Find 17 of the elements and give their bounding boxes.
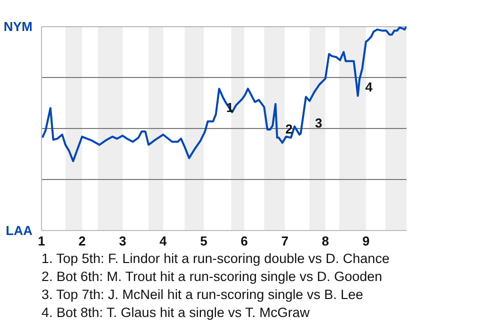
annotation: 3 [315,115,322,130]
text: 3. Top 7th: J. McNeil hit a run-scoring single vs B. Lee [42,287,364,302]
x-tick-label: 2 [78,234,86,248]
x-tick-label: 3 [118,234,126,248]
x-tick-label: 5 [200,234,208,248]
text: NYM [4,19,32,34]
annotation: 4 [365,80,374,95]
x-tick-label: 6 [240,234,248,248]
x-tick-label: 9 [362,234,370,248]
x-tick-label: 7 [281,234,288,248]
x-tick-label: 4 [160,234,168,248]
text: 4. Bot 8th: T. Glaus hit a single vs T. McGraw [42,305,310,320]
x-tick-label: 1 [38,234,46,248]
text: LAA [6,223,34,238]
x-tick-label: 8 [322,234,330,248]
text: 1. Top 5th: F. Lindor hit a run-scoring double vs D. Chance [42,251,390,266]
text: 2. Bot 6th: M. Trout hit a run-scoring single vs D. Gooden [42,269,382,284]
